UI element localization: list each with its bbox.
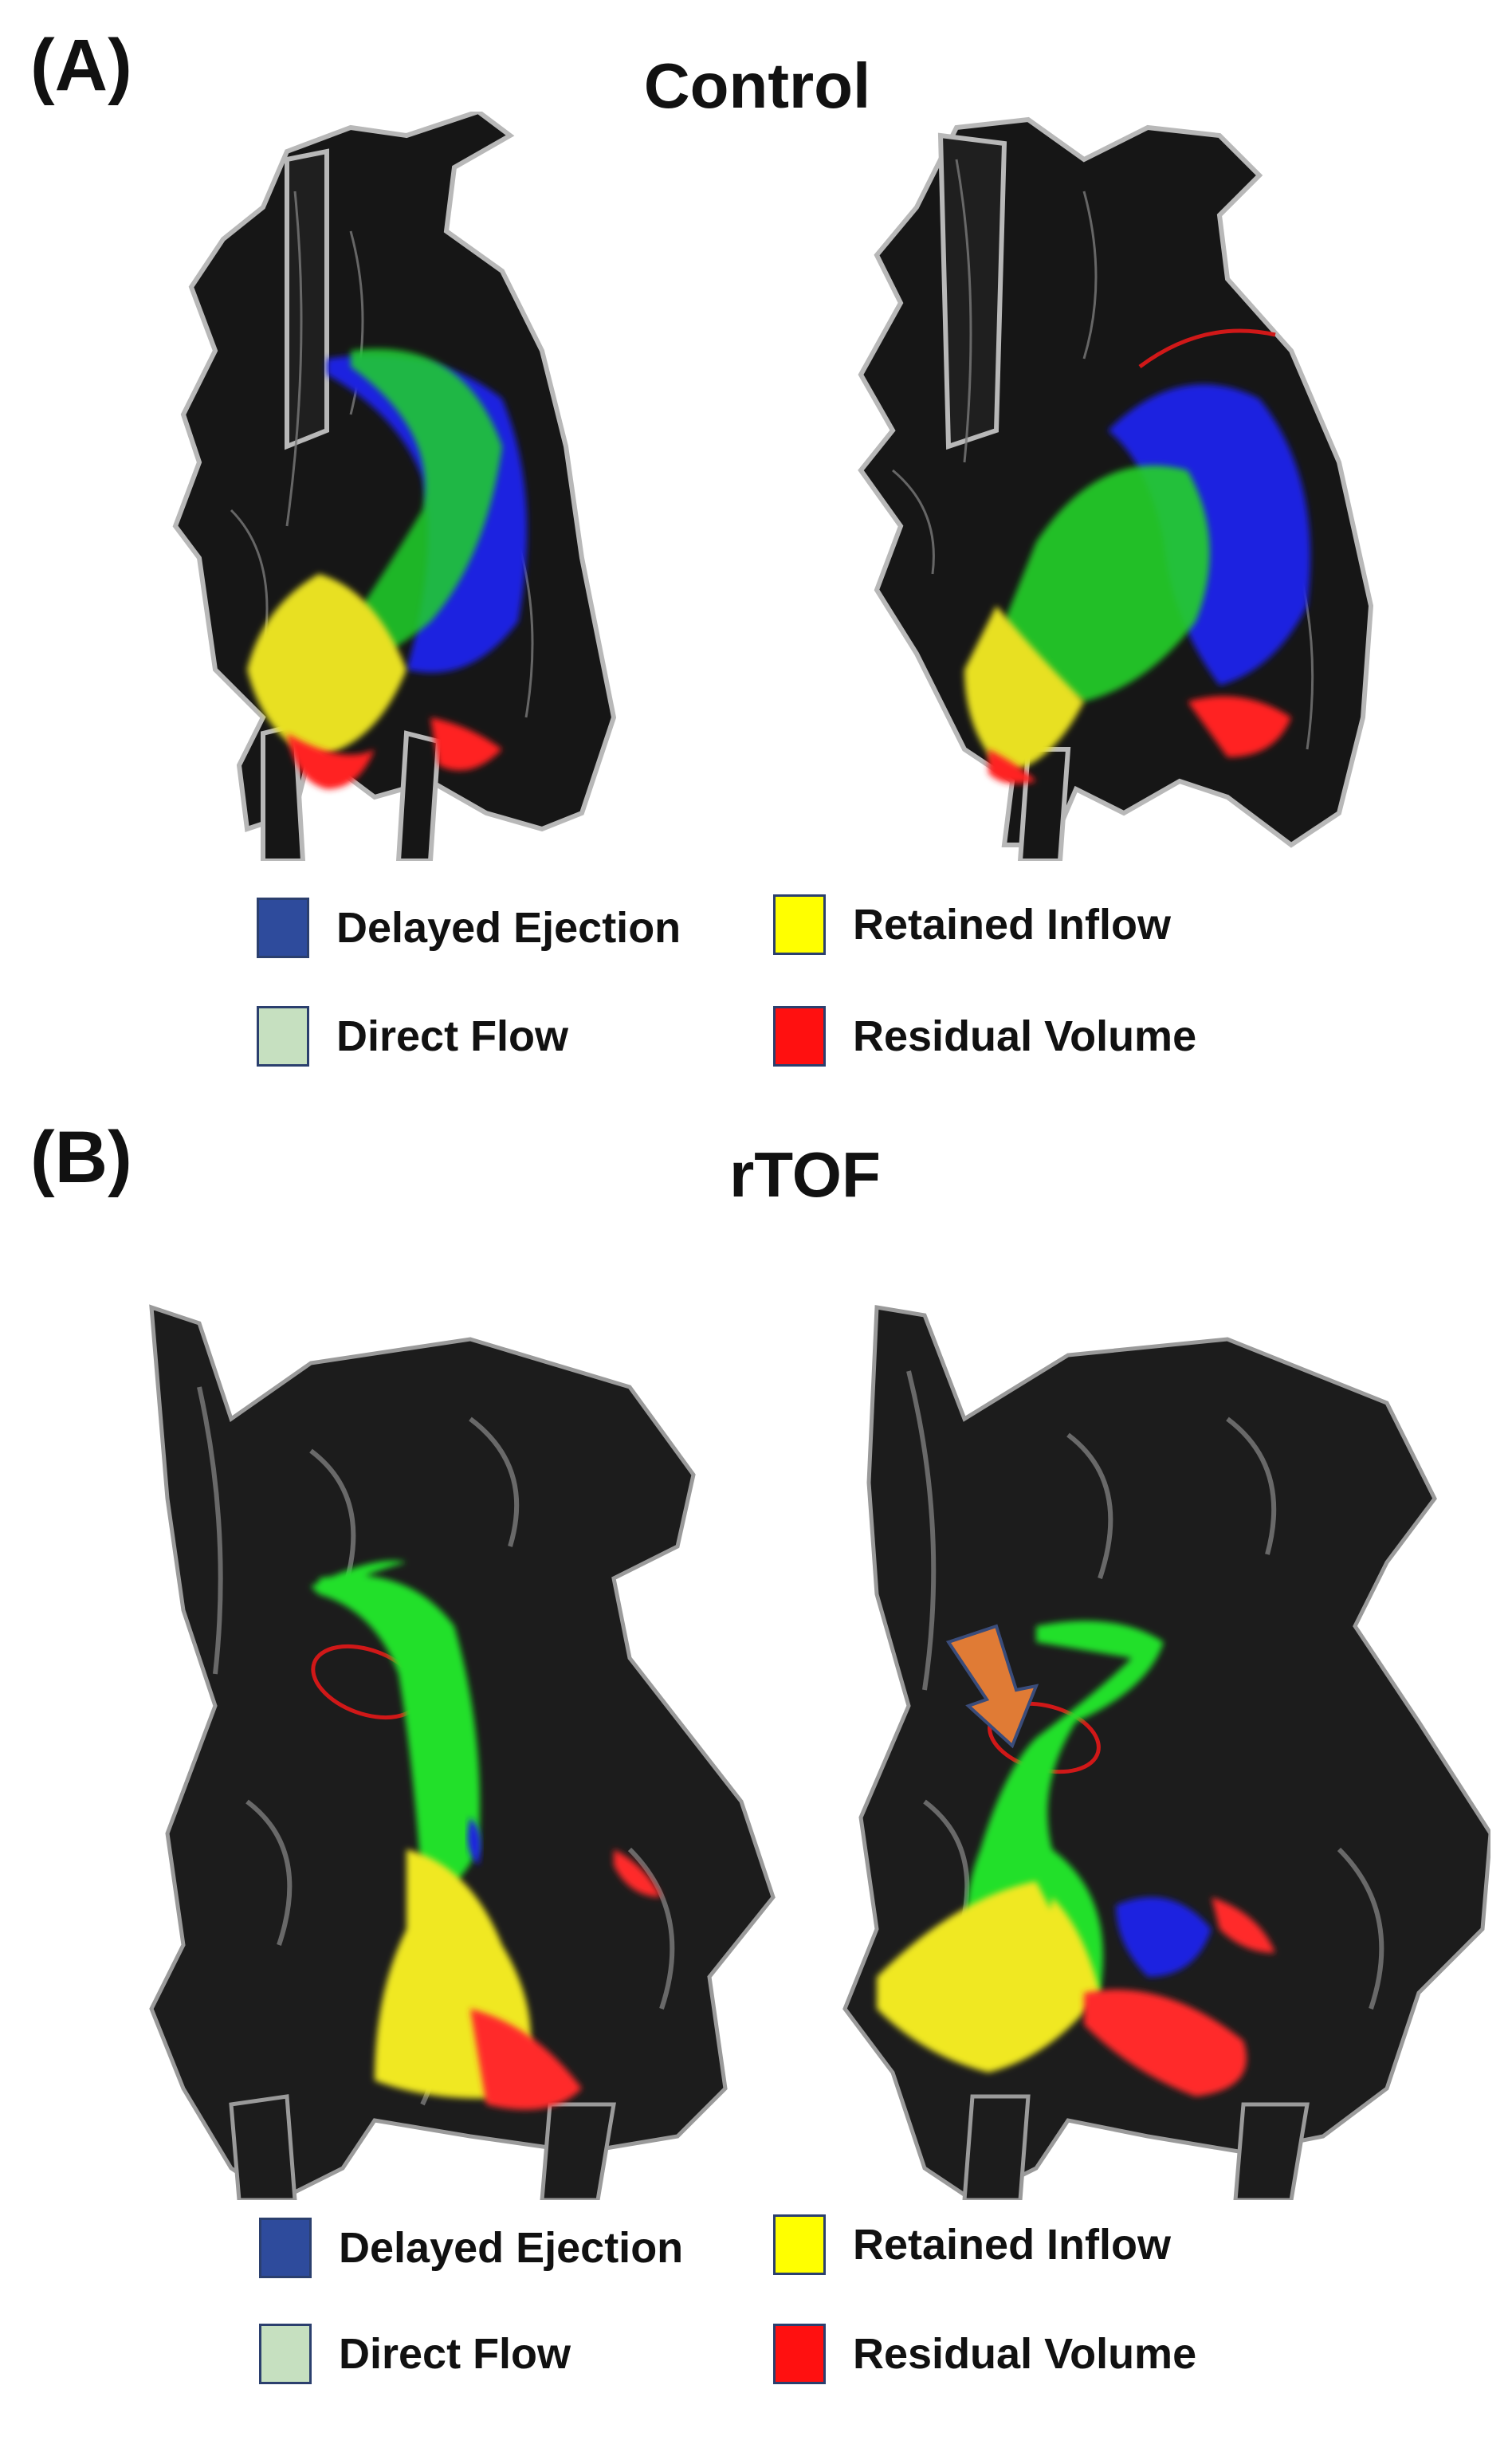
flow-residual-volume	[988, 696, 1291, 784]
swatch-direct-flow	[257, 1006, 309, 1067]
legend-label: Direct Flow	[339, 2330, 571, 2378]
legend-item-direct-flow: Direct Flow	[257, 1006, 568, 1067]
panel-b-letter: (B)	[30, 1117, 132, 1198]
panel-a-title: Control	[643, 50, 871, 121]
swatch-retained-inflow	[773, 894, 826, 955]
legend-label: Retained Inflow	[853, 901, 1172, 949]
flow-retained-inflow	[247, 574, 406, 757]
swatch-delayed-ejection	[257, 898, 309, 958]
arrow-icon	[945, 1624, 1039, 1749]
flow-delayed-ejection	[1116, 1897, 1212, 1977]
legend-label: Residual Volume	[853, 2330, 1197, 2378]
flow-residual-volume	[470, 1849, 662, 2110]
legend-label: Direct Flow	[336, 1012, 569, 1060]
anatomy-shape	[172, 112, 617, 861]
swatch-delayed-ejection	[259, 2218, 312, 2278]
legend-label: Residual Volume	[853, 1012, 1197, 1060]
legend-label: Retained Inflow	[853, 2221, 1172, 2269]
control-heart-render-right	[858, 116, 1374, 861]
rtof-heart-render-left	[149, 1304, 776, 2200]
legend-label: Delayed Ejection	[339, 2224, 684, 2272]
flow-residual-volume	[287, 717, 502, 789]
legend-item-delayed-ejection: Delayed Ejection	[259, 2218, 683, 2278]
legend-item-retained-inflow: Retained Inflow	[773, 2214, 1171, 2275]
flow-retained-inflow	[877, 1881, 1100, 2073]
flow-retained-inflow	[964, 606, 1084, 773]
control-heart-render-left	[172, 112, 617, 861]
swatch-direct-flow	[259, 2324, 312, 2384]
flow-direct	[1004, 466, 1210, 701]
flow-delayed-ejection	[1108, 384, 1310, 686]
flow-residual-volume	[1084, 1897, 1275, 2096]
flow-direct	[311, 1561, 480, 1897]
panel-b-title: rTOF	[729, 1139, 881, 1210]
flow-direct	[319, 348, 502, 670]
legend-item-retained-inflow: Retained Inflow	[773, 894, 1171, 955]
swatch-residual-volume	[773, 1006, 826, 1067]
legend-item-delayed-ejection: Delayed Ejection	[257, 898, 681, 958]
panel-a-letter: (A)	[30, 25, 132, 106]
legend-item-residual-volume: Residual Volume	[773, 1006, 1196, 1067]
legend-item-residual-volume: Residual Volume	[773, 2324, 1196, 2384]
valve-ring	[1138, 328, 1276, 369]
legend-label: Delayed Ejection	[336, 904, 681, 952]
swatch-retained-inflow	[773, 2214, 826, 2275]
legend-item-direct-flow: Direct Flow	[259, 2324, 571, 2384]
flow-delayed-ejection	[467, 1817, 481, 1865]
rtof-heart-render-right	[842, 1305, 1490, 2200]
swatch-residual-volume	[773, 2324, 826, 2384]
